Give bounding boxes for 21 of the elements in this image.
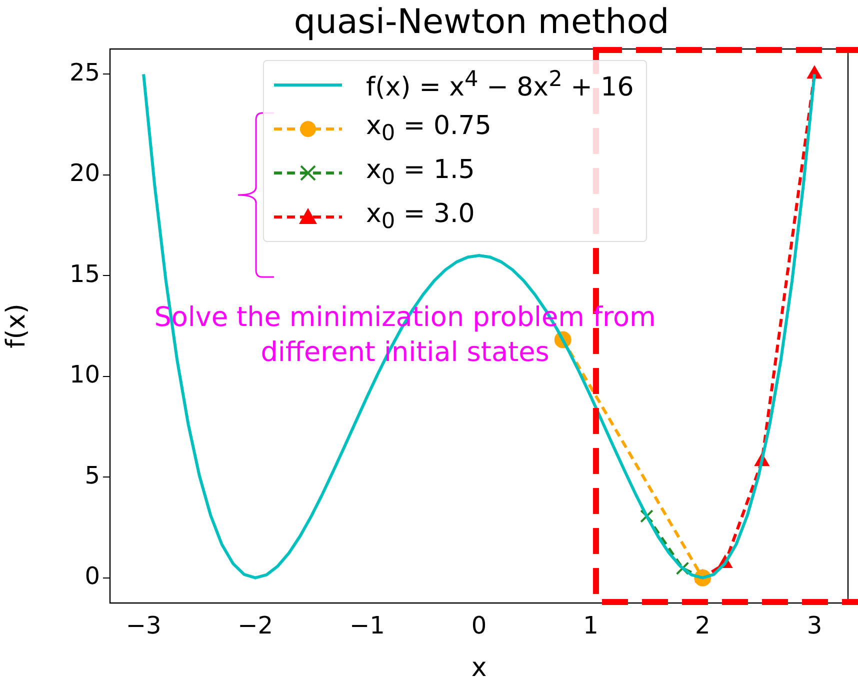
x-tick-label: −1 (349, 612, 385, 640)
x-axis-title: x (471, 653, 487, 684)
x-tick-label: 0 (471, 612, 487, 640)
legend-label: x$_{0}$ = 3.0 (366, 199, 475, 235)
chart-title: quasi-Newton method (292, 2, 670, 42)
y-tick-label: 25 (69, 58, 100, 86)
point (640, 510, 654, 523)
y-tick-label: 0 (84, 562, 100, 590)
x-tick-label: 3 (806, 612, 822, 640)
y-tick-label: 15 (69, 260, 100, 288)
legend-label: x$_{0}$ = 1.5 (366, 155, 475, 191)
y-tick-label: 20 (69, 159, 100, 188)
legend-label: f(x) = x$^{4}$ − 8x$^{2}$ + 16 (366, 67, 634, 103)
y-tick-label: 10 (69, 360, 100, 389)
y-axis-title: f(x) (1, 304, 32, 348)
y-tick-label: 5 (84, 461, 100, 490)
x-tick-label: 1 (583, 612, 598, 640)
x-tick-label: −2 (238, 612, 274, 640)
x-tick-label: −3 (126, 612, 162, 640)
legend-label: x$_{0}$ = 0.75 (366, 111, 492, 147)
x-tick-label: 2 (694, 612, 710, 640)
